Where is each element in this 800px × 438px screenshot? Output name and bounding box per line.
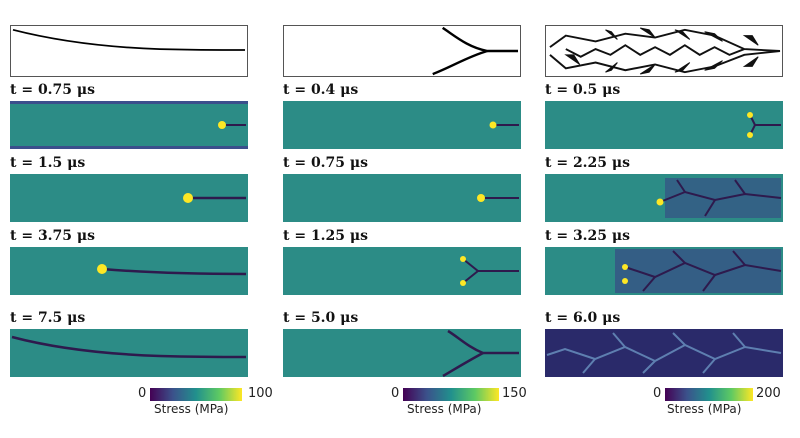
colorbar-title: Stress (MPa) (407, 402, 482, 416)
stress-field (545, 101, 783, 149)
colorbar: 0 200 Stress (MPa) (653, 386, 783, 416)
stress-field (283, 101, 521, 149)
time-label: t = 2.25 μs (545, 155, 631, 171)
colorbar-title: Stress (MPa) (154, 402, 229, 416)
time-label: t = 1.5 μs (10, 155, 86, 171)
colorbar-max: 100 (248, 386, 273, 401)
colorbar-gradient (665, 388, 753, 401)
column-1: t = 0.75 μs t = 1.5 μs t = 3.75 μs t = 7… (10, 0, 273, 438)
column-2: t = 0.4 μs t = 0.75 μs t = 1.25 μs t = 5… (283, 0, 527, 438)
stress-field (283, 329, 521, 377)
colorbar-gradient (150, 388, 242, 401)
time-label: t = 3.25 μs (545, 228, 631, 244)
time-label: t = 0.4 μs (283, 82, 359, 98)
time-label: t = 0.75 μs (10, 82, 96, 98)
crack-pattern-1 (10, 25, 248, 77)
colorbar: 0 150 Stress (MPa) (391, 386, 527, 416)
colorbar: 0 100 Stress (MPa) (138, 386, 273, 416)
colorbar-min: 0 (138, 386, 147, 401)
time-label: t = 0.75 μs (283, 155, 369, 171)
stress-field (10, 101, 248, 149)
colorbar-gradient (403, 388, 499, 401)
colorbar-min: 0 (391, 386, 400, 401)
stress-field (10, 329, 248, 377)
time-label: t = 3.75 μs (10, 228, 96, 244)
crack-pattern-3 (545, 25, 783, 77)
time-label: t = 7.5 μs (10, 310, 86, 326)
stress-field (283, 247, 521, 295)
time-label: t = 1.25 μs (283, 228, 369, 244)
colorbar-min: 0 (653, 386, 662, 401)
colorbar-title: Stress (MPa) (667, 402, 742, 416)
time-label: t = 5.0 μs (283, 310, 359, 326)
stress-field (545, 247, 783, 295)
stress-field (10, 174, 248, 222)
time-label: t = 6.0 μs (545, 310, 621, 326)
stress-field (545, 174, 783, 222)
column-3: t = 0.5 μs t = 2.25 μs t = 3.25 μs t = 6… (545, 0, 783, 438)
time-label: t = 0.5 μs (545, 82, 621, 98)
stress-field (545, 329, 783, 377)
stress-field (10, 247, 248, 295)
crack-pattern-2 (283, 25, 521, 77)
colorbar-max: 200 (756, 386, 781, 401)
stress-field (283, 174, 521, 222)
colorbar-max: 150 (502, 386, 527, 401)
